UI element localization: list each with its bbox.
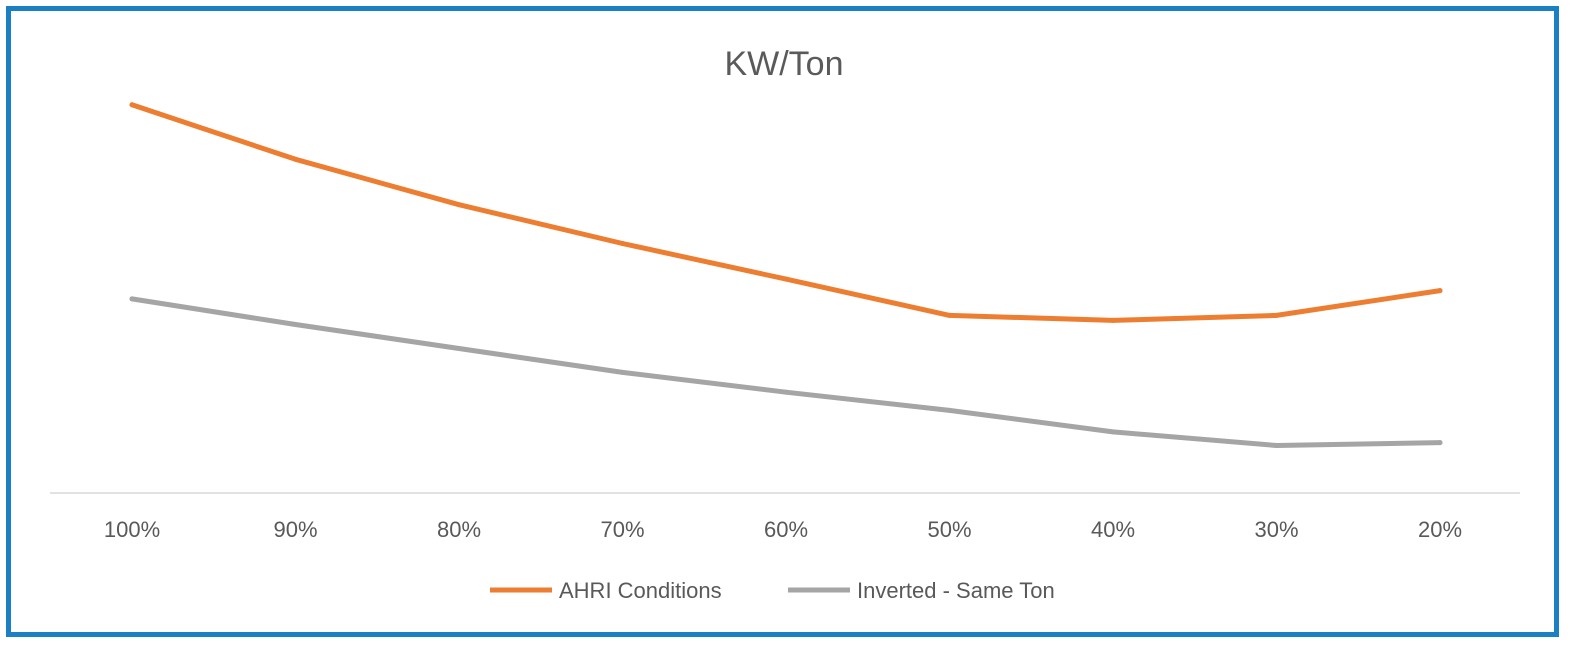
legend-label-inverted: Inverted - Same Ton (857, 578, 1055, 603)
data-point-inverted-5 (947, 407, 952, 413)
legend: AHRI Conditions Inverted - Same Ton (490, 578, 1055, 603)
legend-item-inverted: Inverted - Same Ton (788, 578, 1055, 603)
data-point-inverted-8 (1437, 440, 1443, 446)
legend-label-ahri: AHRI Conditions (559, 578, 722, 603)
series-line-ahri (129, 102, 1443, 323)
data-point-ahri-0 (129, 102, 135, 108)
data-point-inverted-3 (620, 369, 625, 375)
x-tick-label: 70% (600, 517, 644, 542)
x-tick-label: 40% (1091, 517, 1135, 542)
x-tick-label: 90% (273, 517, 317, 542)
x-tick-label: 20% (1418, 517, 1462, 542)
data-point-ahri-5 (947, 312, 952, 318)
data-point-inverted-6 (1110, 429, 1116, 435)
x-tick-label: 80% (437, 517, 481, 542)
x-tick-labels: 100% 90% 80% 70% 60% 50% 40% 30% 20% (104, 517, 1462, 542)
data-point-inverted-0 (129, 296, 135, 302)
data-point-inverted-7 (1274, 443, 1279, 449)
x-tick-label: 30% (1254, 517, 1298, 542)
data-point-ahri-6 (1110, 317, 1116, 323)
data-point-inverted-2 (456, 345, 462, 351)
chart-title: KW/Ton (724, 45, 843, 83)
series-layer (129, 102, 1443, 449)
legend-item-ahri: AHRI Conditions (490, 578, 722, 603)
series-line-inverted (129, 296, 1443, 448)
data-point-inverted-1 (293, 321, 298, 327)
data-point-ahri-8 (1437, 288, 1443, 294)
data-point-ahri-2 (456, 202, 462, 208)
data-point-ahri-3 (620, 241, 625, 247)
data-point-inverted-4 (783, 389, 789, 395)
x-tick-label: 60% (764, 517, 808, 542)
data-point-ahri-7 (1274, 312, 1279, 318)
data-point-ahri-1 (293, 156, 298, 162)
x-tick-label: 50% (927, 517, 971, 542)
x-tick-label: 100% (104, 517, 160, 542)
data-point-ahri-4 (783, 276, 789, 282)
